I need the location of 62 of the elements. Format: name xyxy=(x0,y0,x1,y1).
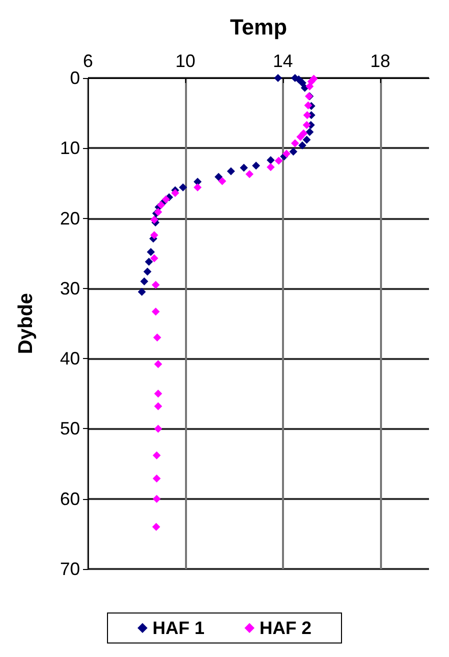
y-tick-label: 50 xyxy=(60,418,80,439)
y-tick-label: 70 xyxy=(60,559,80,579)
y-tick-label: 30 xyxy=(60,278,80,298)
legend-label: HAF 2 xyxy=(260,618,312,638)
point xyxy=(298,78,306,87)
point xyxy=(144,258,153,266)
point xyxy=(218,177,226,186)
x-tick-label: 6 xyxy=(82,51,94,71)
point xyxy=(138,288,146,296)
point xyxy=(152,522,160,531)
point xyxy=(282,150,291,158)
point xyxy=(143,268,152,276)
point xyxy=(304,101,312,110)
point xyxy=(306,82,314,90)
y-tick-label: 20 xyxy=(60,208,80,228)
point xyxy=(150,231,158,240)
point xyxy=(266,156,275,164)
x-tick-label: 14 xyxy=(272,51,293,71)
point xyxy=(302,120,311,129)
point xyxy=(153,334,162,342)
point xyxy=(194,178,202,186)
x-axis-title: Temp xyxy=(230,14,288,40)
y-tick-label: 0 xyxy=(70,68,80,88)
point xyxy=(245,170,254,178)
point xyxy=(291,139,300,148)
point xyxy=(152,494,161,503)
point xyxy=(194,183,202,192)
point xyxy=(240,164,248,172)
point xyxy=(296,132,304,141)
point xyxy=(302,136,311,144)
point xyxy=(146,248,155,256)
point xyxy=(306,128,314,136)
point xyxy=(152,280,160,289)
point xyxy=(154,390,162,398)
point xyxy=(152,308,160,316)
y-tick-label: 40 xyxy=(60,348,80,369)
point xyxy=(226,167,235,176)
legend-label: HAF 1 xyxy=(152,618,205,638)
point xyxy=(150,254,158,262)
point xyxy=(274,74,282,82)
point xyxy=(214,172,223,181)
point xyxy=(140,277,148,286)
point xyxy=(274,156,283,165)
point xyxy=(154,402,162,410)
y-tick-label: 60 xyxy=(60,488,80,509)
point xyxy=(298,141,306,150)
point xyxy=(154,360,162,368)
point xyxy=(303,111,312,120)
point xyxy=(178,183,187,192)
point xyxy=(171,189,180,198)
x-tick-label: 10 xyxy=(175,51,196,71)
point xyxy=(266,163,275,172)
point xyxy=(289,148,298,156)
y-axis-title: Dybde xyxy=(15,292,37,354)
point xyxy=(152,474,161,483)
y-tick-label: 10 xyxy=(60,138,80,158)
point xyxy=(162,195,170,204)
point xyxy=(157,200,166,209)
point xyxy=(252,162,260,170)
point xyxy=(152,451,161,460)
point xyxy=(154,424,162,433)
x-tick-label: 18 xyxy=(370,51,390,71)
